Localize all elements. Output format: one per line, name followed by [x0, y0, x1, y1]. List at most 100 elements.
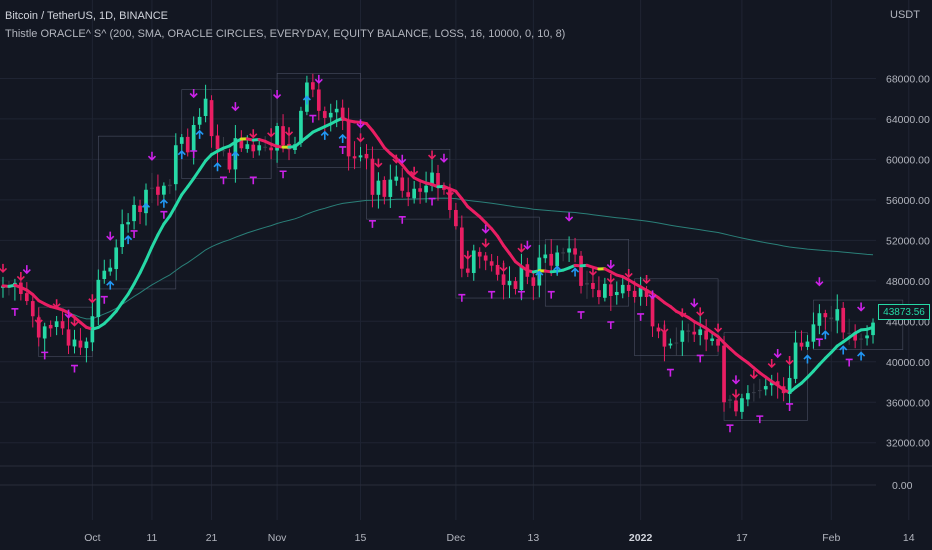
candle-body — [156, 186, 160, 195]
candle-body — [465, 268, 470, 273]
time-axis[interactable]: Oct 11 21 Nov 15 Dec 13 2022 17 Feb 14 — [84, 532, 915, 544]
price-axis[interactable]: 68000.00 64000.00 60000.00 56000.00 52000.00… — [886, 73, 930, 492]
pitch-marker — [488, 290, 496, 299]
candle-body — [299, 110, 303, 144]
candlesticks — [1, 73, 875, 419]
pitch-marker — [279, 170, 287, 179]
indicator-title[interactable]: Thistle ORACLE^ S^ (200, SMA, ORACLE CIR… — [5, 28, 566, 40]
sell-arrow — [427, 150, 437, 160]
candle-body — [787, 377, 792, 394]
candle-body — [340, 107, 345, 121]
ma-segment — [126, 282, 136, 296]
sell-arrow — [356, 133, 365, 143]
candle-body — [811, 324, 816, 342]
candle-body — [316, 89, 321, 111]
candle-body — [150, 187, 154, 189]
candle-body — [370, 158, 375, 195]
buy-arrow — [141, 202, 151, 212]
time-tick-label: Oct — [84, 532, 100, 544]
candle-body — [692, 331, 697, 335]
candle-body — [221, 150, 226, 152]
candle-body — [179, 137, 184, 144]
ma-segment — [162, 214, 172, 226]
candle-body — [865, 335, 869, 339]
candle-body — [275, 126, 279, 151]
time-tick-label: 2022 — [629, 532, 653, 544]
pitch-marker — [458, 293, 466, 302]
candle-body — [60, 321, 65, 329]
oracle-box — [98, 135, 177, 290]
sell-arrow — [249, 129, 258, 139]
pitch-marker — [130, 230, 138, 238]
price-tick-label: 40000.00 — [886, 357, 930, 369]
time-tick-label: 21 — [206, 532, 218, 544]
ma-segment — [180, 185, 190, 197]
candle-body — [704, 330, 709, 340]
time-tick-label: Dec — [447, 532, 466, 544]
candle-body — [722, 345, 726, 403]
candle-body — [603, 283, 607, 298]
sell-arrow — [231, 102, 240, 112]
pitch-marker — [696, 354, 704, 363]
ma-segment — [376, 137, 386, 150]
price-tick-label: 60000.00 — [886, 154, 930, 166]
candle-body — [239, 139, 244, 149]
candle-body — [513, 281, 518, 289]
candle-body — [412, 188, 417, 199]
candle-body — [668, 343, 673, 346]
time-tick-label: 14 — [903, 532, 915, 544]
sell-arrow — [565, 212, 574, 222]
last-price-tag: 43873.56 — [878, 304, 930, 320]
candle-body — [364, 153, 369, 159]
sub-pane-tick-label: 0.00 — [892, 480, 913, 492]
candle-body — [334, 108, 339, 113]
sell-arrow — [648, 290, 657, 300]
pitch-marker — [41, 351, 49, 360]
candle-body — [728, 399, 732, 401]
price-tick-label: 48000.00 — [886, 276, 930, 288]
buy-arrow — [231, 151, 240, 161]
sell-arrow — [785, 355, 794, 366]
pitch-marker — [190, 150, 198, 158]
time-tick-label: 17 — [736, 532, 748, 544]
price-tick-label: 56000.00 — [886, 195, 930, 207]
candle-body — [197, 116, 202, 125]
candle-body — [257, 145, 262, 151]
ma-segment — [865, 325, 875, 331]
candle-body — [614, 291, 619, 296]
candle-body — [209, 100, 214, 137]
sell-arrow — [463, 250, 472, 260]
sell-arrow — [714, 323, 723, 333]
candle-body — [841, 307, 846, 333]
ma-segment — [400, 163, 410, 174]
pitch-marker — [517, 290, 525, 299]
candle-body — [650, 297, 655, 327]
candle-body — [24, 293, 29, 302]
pitch-marker — [100, 295, 108, 304]
sell-arrow — [696, 307, 705, 317]
candle-body — [281, 126, 285, 146]
ma-segment — [508, 251, 517, 264]
candle-body — [823, 313, 828, 318]
candle-body — [471, 250, 476, 274]
pitch-marker — [70, 364, 78, 373]
sell-arrow — [147, 151, 157, 161]
symbol-title[interactable]: Bitcoin / TetherUS, 1D, BINANCE — [5, 10, 169, 22]
candle-body — [686, 330, 691, 332]
sell-arrow — [356, 119, 365, 129]
ma-segment — [114, 301, 124, 313]
candle-body — [626, 284, 631, 291]
candle-body — [573, 248, 577, 255]
candle-body — [382, 179, 387, 197]
price-unit-label[interactable]: USDT — [890, 9, 920, 21]
price-tick-label: 64000.00 — [886, 114, 930, 126]
candle-body — [322, 111, 327, 118]
ma-segment — [364, 122, 374, 133]
sell-arrow — [624, 268, 633, 279]
candle-body — [352, 156, 357, 159]
moving-average-line — [1, 116, 875, 394]
sell-arrow — [499, 262, 508, 273]
buy-arrow — [195, 129, 204, 139]
sell-arrow — [481, 224, 490, 234]
